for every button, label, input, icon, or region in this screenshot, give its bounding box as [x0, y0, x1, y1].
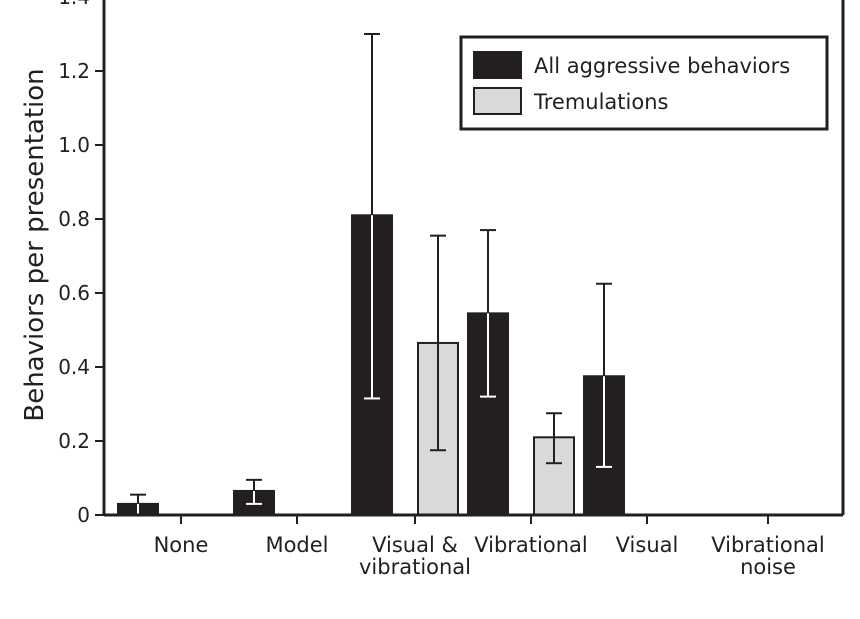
legend-label: All aggressive behaviors: [534, 54, 790, 78]
legend-swatch: [473, 51, 522, 79]
x-tick-label: Vibrational noise: [711, 533, 825, 579]
y-tick-label: 0.4: [58, 355, 90, 379]
legend-swatch: [473, 87, 522, 115]
legend-label: Tremulations: [533, 90, 668, 114]
y-tick-label: 0.8: [58, 207, 90, 231]
axis-frame: [102, 0, 845, 517]
y-tick-label: 1.2: [58, 59, 90, 83]
y-tick-label: 1.4: [58, 0, 90, 9]
x-tick-label: Model: [265, 533, 328, 557]
y-tick-label: 0: [77, 503, 90, 527]
y-tick-label: 1.0: [58, 133, 90, 157]
legend-frame: [459, 35, 829, 131]
x-tick-label: Visual & vibrational: [359, 533, 471, 579]
x-tick-label: Visual: [616, 533, 679, 557]
y-tick-label: 0.2: [58, 429, 90, 453]
y-tick-label: 0.6: [58, 281, 90, 305]
x-tick-label: Vibrational: [474, 533, 588, 557]
legend: All aggressive behaviors Tremulations: [459, 35, 829, 131]
y-axis-title: Behaviors per presentation: [20, 68, 50, 421]
x-tick-label: None: [154, 533, 209, 557]
y-axis: 0 0.2 0.4 0.6 0.8 1.0 1.2 1.4: [58, 0, 104, 527]
